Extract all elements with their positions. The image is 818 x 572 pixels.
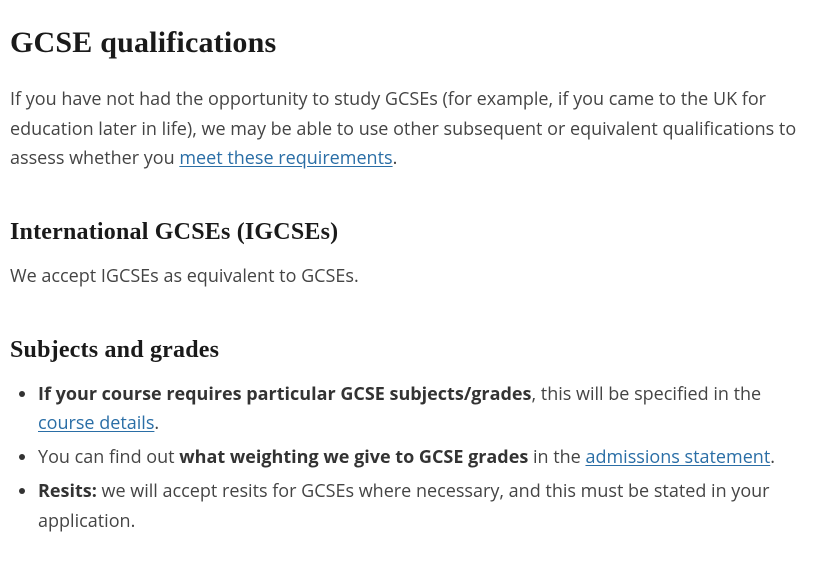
intro-text-a: If you have not had the opportunity to s…: [10, 87, 796, 170]
list-item: You can find out what weighting we give …: [38, 443, 808, 473]
list-item: Resits: we will accept resits for GCSEs …: [38, 477, 808, 536]
li3-text-b: we will accept resits for GCSEs where ne…: [38, 479, 770, 533]
link-meet-requirements[interactable]: meet these requirements: [179, 146, 392, 170]
li2-text-a: You can find out: [38, 445, 179, 469]
intro-paragraph: If you have not had the opportunity to s…: [10, 85, 808, 174]
subjects-grades-list: If your course requires particular GCSE …: [10, 380, 808, 536]
igcse-paragraph: We accept IGCSEs as equivalent to GCSEs.: [10, 262, 808, 292]
heading-gcse-qualifications: GCSE qualifications: [10, 20, 808, 65]
link-admissions-statement[interactable]: admissions statement: [585, 445, 770, 469]
link-course-details[interactable]: course details: [38, 411, 154, 435]
li1-text-d: .: [154, 411, 159, 435]
li1-strong: If your course requires particular GCSE …: [38, 382, 531, 406]
intro-text-c: .: [393, 146, 398, 170]
list-item: If your course requires particular GCSE …: [38, 380, 808, 439]
li2-strong: what weighting we give to GCSE grades: [179, 445, 528, 469]
li2-text-e: .: [770, 445, 775, 469]
heading-igcses: International GCSEs (IGCSEs): [10, 214, 808, 250]
li2-text-c: in the: [528, 445, 585, 469]
heading-subjects-grades: Subjects and grades: [10, 332, 808, 368]
li3-strong: Resits:: [38, 479, 97, 503]
li1-text-b: , this will be specified in the: [531, 382, 761, 406]
